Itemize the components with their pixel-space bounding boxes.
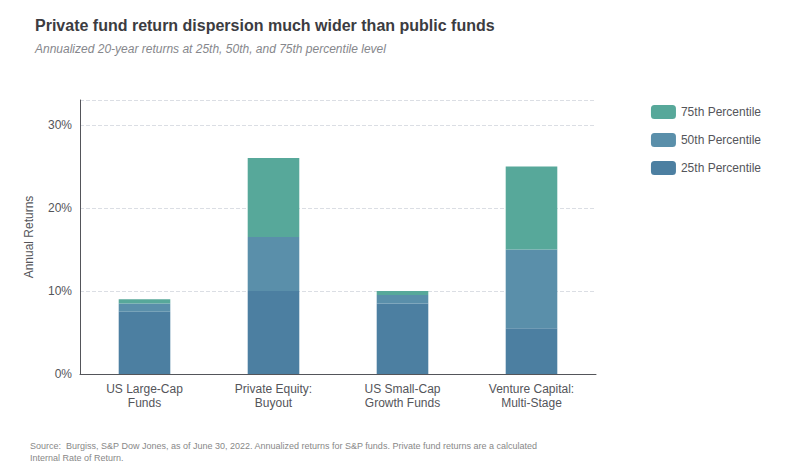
svg-text:75th Percentile: 75th Percentile [681, 105, 761, 119]
svg-text:Source: Burgiss, S&P Dow Jone: Source: Burgiss, S&P Dow Jones, as of Ju… [30, 441, 537, 451]
svg-text:20%: 20% [48, 201, 72, 215]
svg-text:Private Equity:: Private Equity: [235, 382, 312, 396]
svg-text:Venture Capital:: Venture Capital: [489, 382, 574, 396]
svg-text:Multi-Stage: Multi-Stage [501, 396, 562, 410]
svg-text:50th Percentile: 50th Percentile [681, 133, 761, 147]
svg-text:Annual Returns: Annual Returns [22, 196, 36, 279]
svg-text:10%: 10% [48, 284, 72, 298]
svg-text:US Large-Cap: US Large-Cap [106, 382, 183, 396]
svg-text:Annualized 20-year returns at: Annualized 20-year returns at 25th, 50th… [34, 42, 386, 56]
svg-text:25th Percentile: 25th Percentile [681, 161, 761, 175]
svg-text:Funds: Funds [128, 396, 161, 410]
svg-text:Internal Rate of Return.: Internal Rate of Return. [30, 453, 124, 463]
svg-text:30%: 30% [48, 118, 72, 132]
svg-text:Growth Funds: Growth Funds [365, 396, 440, 410]
svg-text:0%: 0% [55, 367, 73, 381]
svg-text:US Small-Cap: US Small-Cap [364, 382, 440, 396]
svg-text:Buyout: Buyout [255, 396, 293, 410]
svg-text:Private fund return dispersion: Private fund return dispersion much wide… [35, 17, 495, 34]
